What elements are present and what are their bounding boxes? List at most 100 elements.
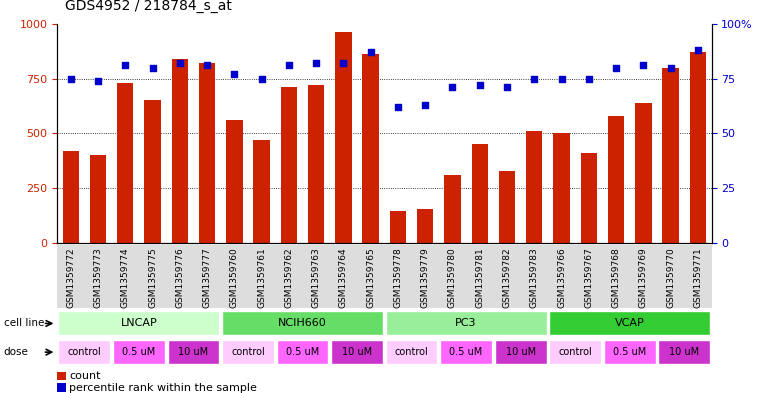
Text: control: control <box>559 347 592 357</box>
Text: percentile rank within the sample: percentile rank within the sample <box>69 383 257 393</box>
Text: 0.5 uM: 0.5 uM <box>613 347 646 357</box>
Bar <box>172 59 188 243</box>
Bar <box>658 340 710 364</box>
Bar <box>308 85 324 243</box>
Point <box>692 47 704 53</box>
Bar <box>386 311 546 336</box>
Text: VCAP: VCAP <box>615 318 645 329</box>
Text: GSM1359779: GSM1359779 <box>421 247 430 308</box>
Text: GSM1359769: GSM1359769 <box>639 247 648 308</box>
Text: 10 uM: 10 uM <box>342 347 372 357</box>
Bar <box>253 140 269 243</box>
Bar <box>222 340 274 364</box>
Point <box>447 84 459 90</box>
Point <box>501 84 513 90</box>
Bar <box>222 311 383 336</box>
Text: GSM1359781: GSM1359781 <box>476 247 484 308</box>
Bar <box>495 340 546 364</box>
Text: dose: dose <box>4 347 29 357</box>
Point <box>283 62 295 68</box>
Bar <box>59 340 110 364</box>
Bar <box>444 175 460 243</box>
Text: 0.5 uM: 0.5 uM <box>286 347 319 357</box>
Point <box>610 64 622 71</box>
Bar <box>472 144 488 243</box>
Bar <box>549 340 601 364</box>
Text: GSM1359782: GSM1359782 <box>502 247 511 308</box>
Point <box>637 62 649 68</box>
Text: NCIH660: NCIH660 <box>278 318 327 329</box>
Bar <box>689 52 706 243</box>
Text: GSM1359783: GSM1359783 <box>530 247 539 308</box>
Text: control: control <box>68 347 101 357</box>
Bar <box>553 133 570 243</box>
Bar <box>526 131 543 243</box>
Text: GSM1359764: GSM1359764 <box>339 247 348 308</box>
Bar <box>113 340 165 364</box>
Bar <box>335 32 352 243</box>
Bar <box>226 120 243 243</box>
Text: GSM1359766: GSM1359766 <box>557 247 566 308</box>
Bar <box>199 63 215 243</box>
Text: control: control <box>231 347 265 357</box>
Bar <box>662 68 679 243</box>
Text: GSM1359778: GSM1359778 <box>393 247 403 308</box>
Point <box>92 77 104 84</box>
Text: 10 uM: 10 uM <box>505 347 536 357</box>
Text: GSM1359768: GSM1359768 <box>612 247 620 308</box>
Bar <box>417 209 434 243</box>
Text: control: control <box>395 347 428 357</box>
Point <box>256 75 268 82</box>
Point <box>473 82 486 88</box>
Bar <box>440 340 492 364</box>
Point <box>228 71 240 77</box>
Point <box>119 62 132 68</box>
Text: GSM1359775: GSM1359775 <box>148 247 157 308</box>
Point <box>556 75 568 82</box>
Text: GSM1359763: GSM1359763 <box>312 247 320 308</box>
Point <box>310 60 322 66</box>
Bar <box>167 340 219 364</box>
Bar <box>62 151 79 243</box>
Bar <box>90 155 106 243</box>
Text: GSM1359772: GSM1359772 <box>66 247 75 308</box>
Text: GSM1359770: GSM1359770 <box>666 247 675 308</box>
Bar <box>499 171 515 243</box>
Point <box>528 75 540 82</box>
Text: 0.5 uM: 0.5 uM <box>450 347 482 357</box>
Bar <box>635 103 651 243</box>
Point <box>365 49 377 55</box>
Text: GSM1359761: GSM1359761 <box>257 247 266 308</box>
Bar <box>276 340 329 364</box>
Bar <box>549 311 710 336</box>
Text: 10 uM: 10 uM <box>669 347 699 357</box>
Bar <box>386 340 438 364</box>
Point <box>146 64 158 71</box>
Text: GSM1359777: GSM1359777 <box>202 247 212 308</box>
Bar <box>581 153 597 243</box>
Point <box>583 75 595 82</box>
Bar <box>331 340 383 364</box>
Text: count: count <box>69 371 100 381</box>
Point <box>337 60 349 66</box>
Bar <box>145 101 161 243</box>
Text: GSM1359767: GSM1359767 <box>584 247 594 308</box>
Point <box>174 60 186 66</box>
Text: GSM1359760: GSM1359760 <box>230 247 239 308</box>
Bar <box>117 83 133 243</box>
Text: 0.5 uM: 0.5 uM <box>123 347 155 357</box>
Text: 10 uM: 10 uM <box>178 347 209 357</box>
Bar <box>390 211 406 243</box>
Point <box>65 75 77 82</box>
Point <box>664 64 677 71</box>
Text: cell line: cell line <box>4 318 44 329</box>
Text: GSM1359774: GSM1359774 <box>121 247 129 308</box>
Point <box>392 104 404 110</box>
Text: LNCAP: LNCAP <box>120 318 158 329</box>
Point <box>419 102 431 108</box>
Text: GSM1359773: GSM1359773 <box>94 247 103 308</box>
Text: PC3: PC3 <box>455 318 477 329</box>
Text: GSM1359771: GSM1359771 <box>693 247 702 308</box>
Bar <box>603 340 656 364</box>
Text: GDS4952 / 218784_s_at: GDS4952 / 218784_s_at <box>65 0 231 13</box>
